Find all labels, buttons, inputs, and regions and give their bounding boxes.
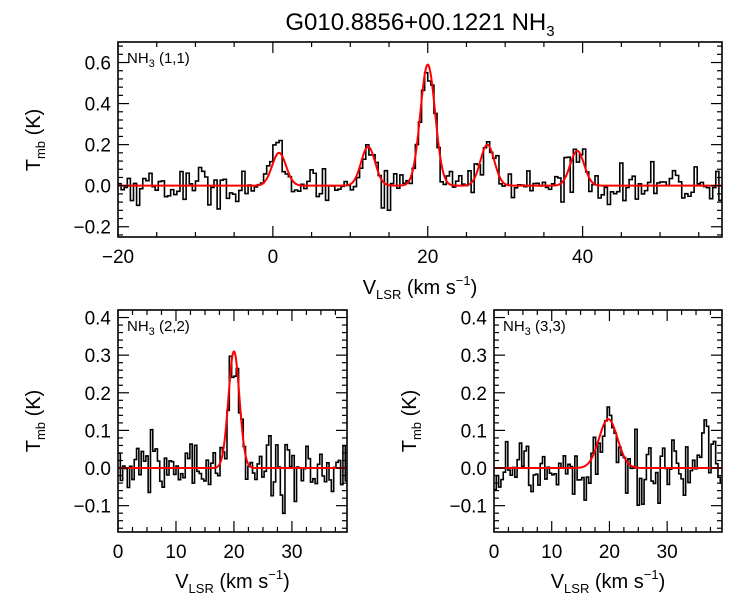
transition-label: NH3 (2,2) — [127, 318, 190, 338]
y-tick-label: −0.2 — [73, 218, 111, 239]
figure-title: G010.8856+00.1221 NH3 — [285, 9, 554, 40]
plot-frame — [117, 309, 348, 533]
y-tick-label: 0.3 — [85, 346, 111, 367]
x-tick-label: 40 — [572, 247, 593, 268]
x-tick-label: 20 — [599, 542, 620, 563]
y-tick-label: 0.4 — [85, 95, 112, 116]
y-tick-label: 0.1 — [461, 421, 487, 442]
x-axis-label: VLSR (km s−1) — [363, 273, 478, 302]
y-tick-label: −0.1 — [73, 497, 111, 518]
spectrum-histogram — [494, 406, 722, 506]
panel-nh3-11: −20 0 20 40 −0.2 0.0 0.2 0.4 0.6 NH3 (1,1) VLSR (k… — [23, 41, 723, 302]
gaussian-fit-curve — [118, 63, 722, 187]
x-tick-label: 10 — [541, 542, 562, 563]
x-tick-label: 0 — [489, 542, 500, 563]
gaussian-fit-curve — [494, 418, 722, 470]
y-tick-label: 0.4 — [461, 309, 488, 330]
gaussian-fit-curve — [118, 350, 347, 470]
x-tick-label: 0 — [113, 542, 124, 563]
y-tick-label: −0.1 — [449, 497, 487, 518]
x-tick-label: 30 — [657, 542, 678, 563]
y-tick-label: 0.2 — [85, 136, 111, 157]
x-axis-label: VLSR (km s−1) — [551, 567, 666, 596]
x-tick-label: 10 — [165, 542, 186, 563]
y-tick-label: 0.0 — [85, 177, 111, 198]
transition-label: NH3 (3,3) — [503, 318, 566, 338]
x-axis-label: VLSR (km s−1) — [175, 567, 290, 596]
plot-frame — [117, 41, 723, 238]
x-tick-label: −20 — [102, 247, 134, 268]
y-tick-label: 0.4 — [85, 309, 112, 330]
x-tick-label: 20 — [223, 542, 244, 563]
transition-label: NH3 (1,1) — [127, 50, 190, 70]
x-tick-label: 30 — [281, 542, 302, 563]
y-axis-label: Tmb (K) — [399, 390, 424, 453]
y-tick-label: 0.2 — [85, 384, 111, 405]
y-tick-label: 0.1 — [85, 421, 111, 442]
y-axis-label: Tmb (K) — [23, 109, 48, 172]
x-tick-label: 0 — [268, 247, 279, 268]
y-tick-label: 0.0 — [85, 459, 111, 480]
x-tick-label: 20 — [417, 247, 438, 268]
y-axis-label: Tmb (K) — [23, 390, 48, 453]
spectrum-histogram — [118, 355, 347, 515]
y-tick-label: 0.6 — [85, 54, 111, 75]
y-tick-label: 0.2 — [461, 384, 487, 405]
y-tick-label: 0.3 — [461, 346, 487, 367]
y-tick-label: 0.0 — [461, 459, 487, 480]
panel-nh3-22: 0 10 20 30 −0.1 0.0 0.1 0.2 0.3 0.4 NH3 (2,2) VLSR … — [23, 309, 348, 596]
panel-nh3-33: 0 10 20 30 −0.1 0.0 0.1 0.2 0.3 0.4 NH3 (3,3) VLSR … — [399, 309, 723, 596]
plot-frame — [493, 309, 723, 533]
